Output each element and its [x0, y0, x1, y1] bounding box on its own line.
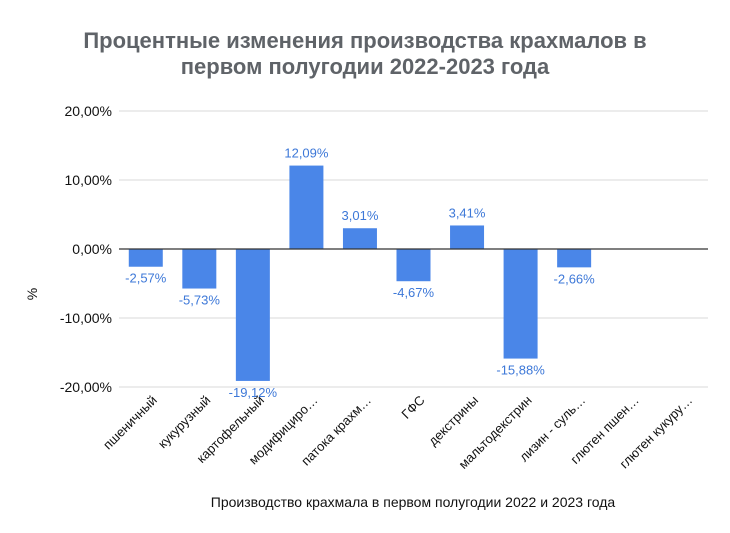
chart-title-line-2: первом полугодии 2022-2023 года [181, 54, 550, 79]
data-label: -19,12% [229, 385, 278, 400]
bar [289, 165, 324, 249]
gridlines [119, 110, 708, 388]
x-tick-label: кукурузный [155, 393, 214, 452]
x-tick-label: декстрины [425, 393, 481, 449]
chart-title-line-1: Процентные изменения производства крахма… [83, 28, 646, 53]
bar [128, 249, 163, 267]
x-tick-label: пшеничный [100, 393, 160, 453]
y-axis-title: % [24, 288, 40, 300]
y-axis-ticks: 20,00% 10,00% 0,00% -10,00% -20,00% [60, 103, 112, 395]
bar [557, 249, 592, 268]
data-label: -2,66% [554, 271, 596, 286]
data-label: -4,67% [393, 285, 435, 300]
bars [128, 165, 592, 381]
bar [342, 228, 377, 249]
y-tick-label: 0,00% [72, 241, 112, 257]
bar [235, 249, 270, 381]
y-tick-label: -20,00% [60, 379, 112, 395]
data-label: 12,09% [284, 146, 329, 161]
bar [450, 225, 485, 249]
bar [396, 249, 431, 282]
data-label: -2,57% [125, 271, 167, 286]
y-tick-label: 10,00% [65, 172, 112, 188]
x-tick-label: ГФС [398, 393, 427, 422]
bar [503, 249, 538, 359]
data-labels: -2,57% -5,73% -19,12% 12,09% 3,01% -4,67% 3,41… [125, 146, 595, 400]
data-label: 3,01% [342, 208, 379, 223]
bar [182, 249, 217, 289]
x-axis-title: Производство крахмала в первом полугодии… [211, 494, 616, 510]
y-tick-label: -10,00% [60, 310, 112, 326]
data-label: -5,73% [179, 293, 221, 308]
data-label: -15,88% [496, 363, 545, 378]
x-axis-ticks: пшеничныйкукурузныйкартофельныймодифицир… [100, 393, 695, 472]
data-label: 3,41% [449, 205, 486, 220]
y-tick-label: 20,00% [65, 103, 112, 119]
